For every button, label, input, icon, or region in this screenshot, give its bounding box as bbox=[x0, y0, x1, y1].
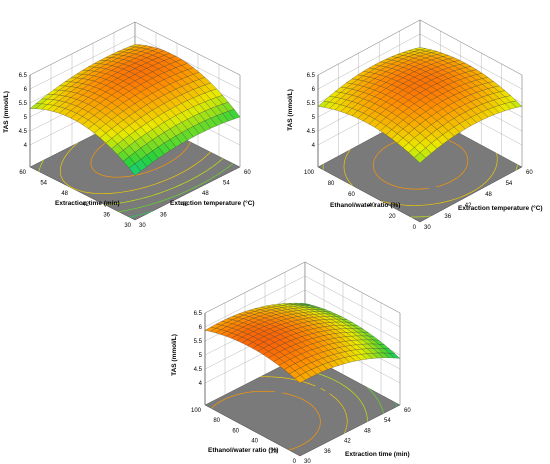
z-tick-label: 5 bbox=[24, 115, 28, 121]
x-axis-title: Ethanol/water ratio (%) bbox=[330, 202, 400, 209]
x-tick-label: 40 bbox=[369, 203, 376, 209]
y-tick-label: 48 bbox=[202, 191, 209, 197]
y-axis: 30 36 42 48 54 60 Extraction temperature (°C) bbox=[139, 170, 255, 229]
surface-plot-time-temperature: 4 4.5 5 5.5 6 6.5 TAS (mmol/L) 30 36 42 48 54 60 Extr… bbox=[3, 21, 255, 229]
x-axis: 0 20 40 60 80 100 Ethanol/water ratio (%) bbox=[304, 170, 417, 231]
y-tick-label: 48 bbox=[364, 428, 371, 434]
x-tick-label: 40 bbox=[251, 439, 258, 445]
floor-contours bbox=[38, 123, 234, 218]
y-tick-label: 30 bbox=[424, 225, 431, 231]
x-tick-label: 80 bbox=[328, 181, 335, 187]
x-tick-label: 0 bbox=[413, 225, 417, 231]
x-tick-label: 60 bbox=[19, 170, 26, 176]
y-tick-label: 54 bbox=[384, 418, 391, 424]
x-axis-title: Ethanol/water ratio (%) bbox=[208, 447, 278, 454]
y-axis: 30 36 42 48 54 60 Extraction temperature (°C) bbox=[424, 170, 543, 231]
y-tick-label: 42 bbox=[465, 203, 472, 209]
z-tick-label: 6 bbox=[312, 87, 316, 93]
x-axis-title: Extraction time (min) bbox=[55, 200, 120, 207]
z-tick-label: 4 bbox=[312, 143, 316, 149]
response-surface bbox=[29, 44, 241, 176]
y-axis-title: Extraction time (min) bbox=[345, 451, 410, 458]
z-axis: 4 4.5 5 5.5 6 6.5 TAS (mmol/L) bbox=[171, 311, 206, 405]
y-tick-label: 60 bbox=[404, 408, 411, 414]
y-tick-label: 54 bbox=[223, 181, 230, 187]
x-tick-label: 60 bbox=[348, 192, 355, 198]
y-axis: 30 36 42 48 54 60 Extraction time (min) bbox=[304, 408, 411, 464]
z-tick-label: 5 bbox=[312, 115, 316, 121]
z-axis-title: TAS (mmol/L) bbox=[171, 334, 178, 376]
x-tick-label: 36 bbox=[103, 212, 110, 218]
x-tick-label: 60 bbox=[232, 428, 239, 434]
x-axis: 0 20 40 60 80 100 Ethanol/water ratio (%) bbox=[191, 408, 297, 464]
z-tick-label: 4 bbox=[199, 381, 203, 387]
x-tick-label: 20 bbox=[389, 214, 396, 220]
y-tick-label: 36 bbox=[444, 214, 451, 220]
z-tick-label: 5 bbox=[199, 353, 203, 359]
y-tick-label: 36 bbox=[324, 449, 331, 455]
x-tick-label: 100 bbox=[304, 170, 315, 176]
y-tick-label: 60 bbox=[244, 170, 251, 176]
y-tick-label: 48 bbox=[485, 192, 492, 198]
x-tick-label: 30 bbox=[124, 223, 131, 229]
z-tick-label: 4 bbox=[24, 143, 28, 149]
z-axis: 4 4.5 5 5.5 6 6.5 TAS (mmol/L) bbox=[287, 73, 319, 167]
y-tick-label: 42 bbox=[344, 439, 351, 445]
x-tick-label: 20 bbox=[270, 449, 277, 455]
y-tick-label: 30 bbox=[139, 223, 146, 229]
z-tick-label: 4.5 bbox=[307, 129, 316, 135]
surface-plot-ratio-time: 4 4.5 5 5.5 6 6.5 TAS (mmol/L) 0 20 40 60 80 100 Etha… bbox=[171, 261, 411, 464]
z-tick-label: 4.5 bbox=[19, 129, 28, 135]
x-tick-label: 80 bbox=[213, 418, 220, 424]
y-axis-title: Extraction temperature (°C) bbox=[458, 204, 543, 212]
z-tick-label: 5.5 bbox=[19, 101, 28, 107]
y-tick-label: 54 bbox=[506, 181, 513, 187]
response-surface bbox=[204, 302, 401, 384]
x-tick-label: 42 bbox=[82, 202, 89, 208]
z-tick-label: 6.5 bbox=[307, 73, 316, 79]
x-tick-label: 100 bbox=[191, 408, 202, 414]
x-tick-label: 48 bbox=[61, 191, 68, 197]
y-tick-label: 30 bbox=[304, 459, 311, 464]
x-axis: 30 36 42 48 54 60 Extraction time (min) bbox=[19, 170, 131, 229]
y-tick-label: 36 bbox=[160, 212, 167, 218]
z-tick-label: 6.5 bbox=[194, 311, 203, 317]
x-tick-label: 0 bbox=[293, 459, 297, 464]
y-tick-label: 60 bbox=[526, 170, 533, 176]
z-axis-title: TAS (mmol/L) bbox=[3, 91, 10, 133]
surface-plot-ratio-temperature: 4 4.5 5 5.5 6 6.5 TAS (mmol/L) 0 20 40 60 80 100 Etha… bbox=[287, 19, 543, 231]
z-tick-label: 5.5 bbox=[194, 339, 203, 345]
z-tick-label: 5.5 bbox=[307, 101, 316, 107]
y-tick-label: 42 bbox=[181, 202, 188, 208]
z-axis-title: TAS (mmol/L) bbox=[287, 89, 294, 131]
z-axis: 4 4.5 5 5.5 6 6.5 TAS (mmol/L) bbox=[3, 73, 31, 167]
z-tick-label: 6.5 bbox=[19, 73, 28, 79]
z-tick-label: 6 bbox=[199, 325, 203, 331]
z-tick-label: 4.5 bbox=[194, 367, 203, 373]
y-axis-title: Extraction temperature (°C) bbox=[170, 199, 255, 207]
response-surface bbox=[317, 47, 523, 164]
z-tick-label: 6 bbox=[24, 87, 28, 93]
x-tick-label: 54 bbox=[40, 181, 47, 187]
